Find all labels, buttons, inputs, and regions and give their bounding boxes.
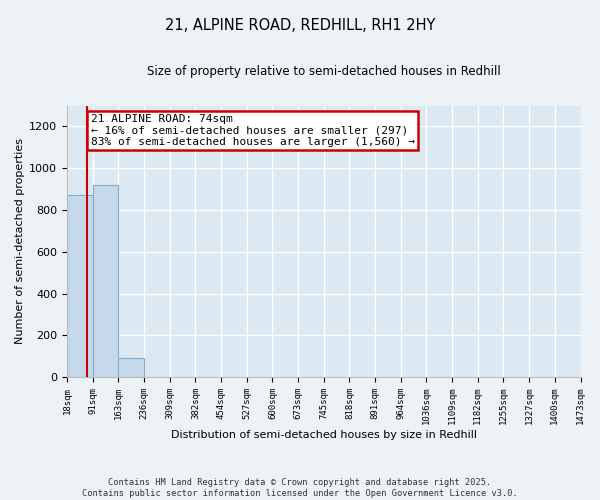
Bar bbox=[118, 358, 144, 377]
Bar bbox=[67, 196, 92, 377]
Text: Contains HM Land Registry data © Crown copyright and database right 2025.
Contai: Contains HM Land Registry data © Crown c… bbox=[82, 478, 518, 498]
Title: Size of property relative to semi-detached houses in Redhill: Size of property relative to semi-detach… bbox=[147, 65, 500, 78]
Text: 21, ALPINE ROAD, REDHILL, RH1 2HY: 21, ALPINE ROAD, REDHILL, RH1 2HY bbox=[165, 18, 435, 32]
X-axis label: Distribution of semi-detached houses by size in Redhill: Distribution of semi-detached houses by … bbox=[171, 430, 477, 440]
Text: 21 ALPINE ROAD: 74sqm
← 16% of semi-detached houses are smaller (297)
83% of sem: 21 ALPINE ROAD: 74sqm ← 16% of semi-deta… bbox=[91, 114, 415, 147]
Y-axis label: Number of semi-detached properties: Number of semi-detached properties bbox=[15, 138, 25, 344]
Bar bbox=[92, 185, 118, 377]
